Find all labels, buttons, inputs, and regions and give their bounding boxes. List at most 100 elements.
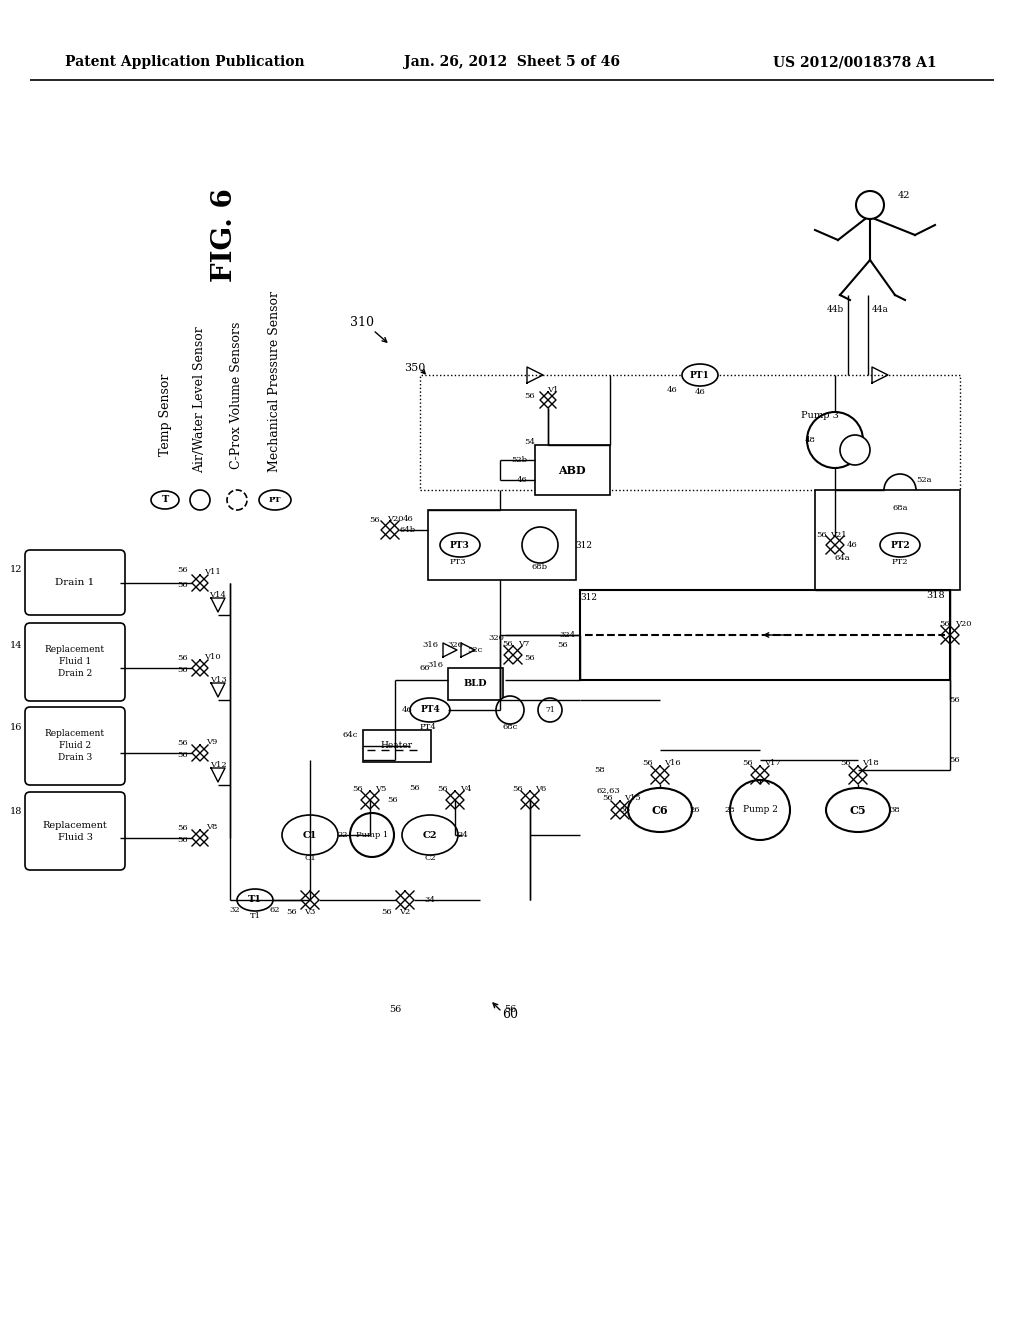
Text: V14: V14 — [210, 591, 226, 599]
Text: V20: V20 — [954, 620, 971, 628]
Text: Air/Water Level Sensor: Air/Water Level Sensor — [194, 326, 207, 474]
Text: Drain 1: Drain 1 — [55, 578, 94, 587]
Text: 320: 320 — [488, 634, 504, 642]
Circle shape — [730, 780, 790, 840]
Text: Fluid 2: Fluid 2 — [59, 742, 91, 751]
Ellipse shape — [440, 533, 480, 557]
Text: T: T — [162, 495, 169, 504]
Text: 56: 56 — [524, 392, 536, 400]
Text: V7: V7 — [518, 640, 529, 648]
FancyBboxPatch shape — [25, 623, 125, 701]
Text: 32: 32 — [229, 906, 241, 913]
Text: V1: V1 — [547, 385, 559, 393]
Text: 56: 56 — [410, 784, 420, 792]
Text: 318: 318 — [927, 590, 945, 599]
Text: 46: 46 — [694, 388, 706, 396]
Text: Pump 3: Pump 3 — [801, 411, 839, 420]
Text: Pump 1: Pump 1 — [356, 832, 388, 840]
Text: 46: 46 — [402, 515, 414, 523]
Text: Replacement: Replacement — [43, 821, 108, 829]
Ellipse shape — [682, 364, 718, 385]
Text: 52a: 52a — [916, 477, 932, 484]
Text: Pump 2: Pump 2 — [742, 805, 777, 814]
Text: V16: V16 — [664, 759, 680, 767]
FancyBboxPatch shape — [25, 550, 125, 615]
Text: 56: 56 — [513, 785, 523, 793]
Bar — [362, 730, 431, 762]
Circle shape — [538, 698, 562, 722]
Text: 56: 56 — [817, 531, 827, 539]
Text: 38: 38 — [890, 807, 900, 814]
Text: Fluid 1: Fluid 1 — [58, 657, 91, 667]
Text: V2: V2 — [399, 908, 411, 916]
Text: 56: 56 — [388, 796, 398, 804]
Text: 56: 56 — [558, 642, 568, 649]
Text: T1: T1 — [250, 912, 260, 920]
Text: 56: 56 — [178, 653, 188, 663]
FancyBboxPatch shape — [25, 708, 125, 785]
Text: V10: V10 — [204, 653, 220, 661]
Text: T1: T1 — [248, 895, 262, 904]
Text: 56: 56 — [939, 620, 950, 628]
Ellipse shape — [826, 788, 890, 832]
Text: 68a: 68a — [892, 504, 907, 512]
Text: Fluid 3: Fluid 3 — [57, 833, 92, 842]
Text: PT: PT — [268, 496, 282, 504]
Text: 56: 56 — [437, 785, 449, 793]
Circle shape — [496, 696, 524, 723]
Text: V18: V18 — [861, 759, 879, 767]
Ellipse shape — [410, 698, 450, 722]
FancyBboxPatch shape — [25, 792, 125, 870]
Bar — [815, 490, 961, 590]
Text: 54: 54 — [524, 438, 536, 446]
Text: 56: 56 — [178, 824, 188, 832]
Text: 56: 56 — [178, 667, 188, 675]
Text: Replacement: Replacement — [45, 730, 105, 738]
Text: 56: 56 — [524, 653, 536, 663]
Text: Drain 3: Drain 3 — [58, 754, 92, 763]
Text: 350: 350 — [404, 363, 426, 374]
Text: V17: V17 — [764, 759, 780, 767]
Text: C1: C1 — [303, 830, 317, 840]
Text: 14: 14 — [9, 640, 22, 649]
Text: 46: 46 — [847, 541, 857, 549]
Text: 22: 22 — [338, 832, 348, 840]
Text: V8: V8 — [206, 822, 218, 832]
Text: 56: 56 — [643, 759, 653, 767]
Circle shape — [522, 527, 558, 564]
Text: 316: 316 — [427, 661, 443, 669]
Ellipse shape — [628, 788, 692, 832]
Text: 56: 56 — [178, 566, 188, 574]
Text: V9: V9 — [206, 738, 218, 746]
Bar — [420, 375, 961, 490]
Text: 56: 56 — [178, 751, 188, 759]
Circle shape — [190, 490, 210, 510]
Text: 56: 56 — [370, 516, 380, 524]
Ellipse shape — [151, 491, 179, 510]
Text: C2: C2 — [424, 854, 436, 862]
Bar — [428, 510, 575, 579]
Text: 34: 34 — [425, 896, 435, 904]
Text: 64b: 64b — [400, 525, 416, 535]
Text: Heater: Heater — [381, 742, 413, 751]
Text: 44a: 44a — [872, 305, 889, 314]
Circle shape — [807, 412, 863, 469]
Text: 58: 58 — [595, 766, 605, 774]
Text: V3: V3 — [304, 908, 315, 916]
Text: V11: V11 — [204, 568, 220, 576]
Text: PT4: PT4 — [420, 705, 440, 714]
Text: V20: V20 — [387, 515, 403, 523]
Text: 42: 42 — [898, 190, 910, 199]
Text: V21: V21 — [829, 531, 846, 539]
Bar — [449, 668, 503, 700]
Text: 12: 12 — [9, 565, 22, 574]
Text: 24: 24 — [458, 832, 468, 840]
Text: V12: V12 — [210, 762, 226, 770]
Text: PT3: PT3 — [450, 558, 466, 566]
Text: ABD: ABD — [558, 465, 586, 475]
Text: PT1: PT1 — [690, 371, 710, 380]
Text: 56: 56 — [504, 1006, 516, 1015]
Text: C6: C6 — [651, 804, 669, 816]
Text: 56: 56 — [287, 908, 297, 916]
Text: 18: 18 — [9, 808, 22, 817]
